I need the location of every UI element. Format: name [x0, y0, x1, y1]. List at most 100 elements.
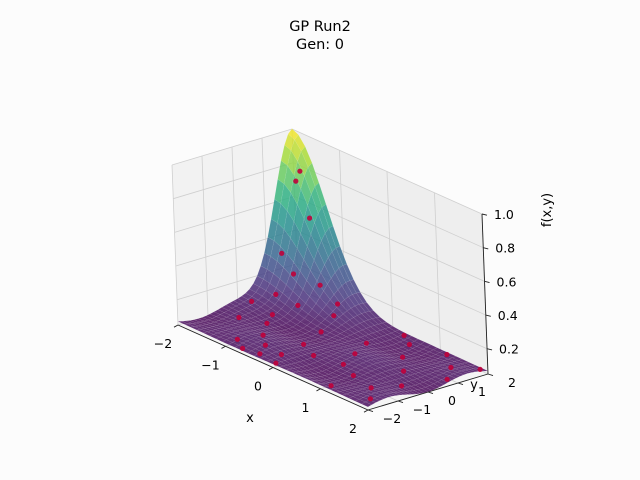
y-axis-label: y: [470, 378, 478, 393]
sample-point: [350, 372, 356, 379]
sample-point: [273, 360, 279, 366]
surface-patch: [361, 401, 373, 408]
sample-point: [290, 271, 297, 277]
y-tick-label: 1: [478, 384, 486, 399]
grid-line-side-y: [231, 146, 239, 308]
sample-point: [269, 312, 275, 318]
grid-line-back-z: [293, 162, 484, 249]
sample-point: [240, 345, 246, 351]
y-tick: [427, 391, 434, 395]
sample-point: [279, 250, 285, 256]
surface-patch: [453, 372, 465, 377]
surface-patch: [417, 388, 429, 394]
chart-subtitle: Gen: 0: [296, 37, 344, 53]
z-tick: [486, 348, 493, 351]
grid-line-back-x: [386, 171, 394, 332]
surface-patch: [413, 389, 425, 394]
sample-point: [257, 351, 263, 357]
sample-point: [328, 383, 334, 389]
z-tick-label: 0.8: [495, 241, 515, 256]
grid-line-side-y: [201, 155, 209, 317]
sample-point: [406, 341, 412, 348]
sample-point: [368, 385, 374, 391]
x-tick-label: −1: [201, 357, 219, 372]
x-tick: [221, 345, 226, 349]
sample-point: [311, 352, 317, 359]
grid-line-side-z: [171, 128, 293, 166]
sample-point: [297, 168, 303, 174]
sample-point: [307, 215, 313, 221]
x-tick: [363, 409, 369, 413]
y-tick: [487, 373, 494, 377]
x-tick-label: 0: [254, 379, 262, 394]
y-tick-label: −1: [413, 402, 431, 417]
sample-point: [260, 332, 266, 338]
x-tick-label: 2: [349, 421, 357, 436]
z-tick: [485, 314, 491, 317]
x-tick-label: −2: [154, 336, 172, 351]
y-tick-label: 0: [448, 393, 456, 408]
grid-line-side-z: [173, 162, 294, 200]
sample-point: [249, 298, 255, 304]
grid-line-back-x: [434, 192, 441, 353]
sample-point: [363, 340, 369, 346]
sample-point: [318, 329, 324, 335]
sample-point: [273, 291, 279, 297]
sample-point: [401, 332, 407, 338]
chart-title: GP Run2: [289, 19, 351, 35]
y-tick: [457, 382, 464, 386]
x-tick: [316, 388, 321, 392]
z-tick-label: 0.2: [499, 342, 519, 357]
sample-point: [293, 178, 299, 184]
sample-point: [367, 396, 373, 402]
x-axis-label: x: [246, 411, 254, 426]
y-tick: [397, 400, 404, 404]
surface-patch: [425, 385, 437, 391]
z-tick-label: 0.6: [497, 274, 517, 289]
grid-line-side-y: [171, 164, 179, 326]
sample-point: [331, 313, 337, 319]
sample-point: [448, 364, 454, 371]
z-tick-label: 0.4: [498, 308, 518, 323]
x-tick-label: 1: [302, 400, 310, 415]
surface-patch: [373, 396, 385, 401]
z-tick-label: 1.0: [494, 207, 514, 222]
sample-point: [401, 368, 407, 374]
sample-point: [444, 376, 450, 382]
y-tick: [367, 409, 374, 413]
sample-point: [399, 383, 405, 389]
z-axis-label: f(x,y): [540, 193, 555, 227]
sample-point: [262, 342, 268, 348]
surface-patch: [376, 394, 389, 400]
surface-patch: [449, 373, 461, 379]
sample-point: [236, 314, 242, 321]
y-tick-label: 2: [508, 375, 516, 390]
sample-point: [477, 366, 483, 372]
sample-point: [352, 351, 358, 357]
sample-point: [317, 282, 323, 288]
surface-patch: [445, 375, 457, 381]
sample-point: [278, 351, 284, 358]
z-tick: [483, 247, 489, 250]
grid-line-back-z: [291, 128, 483, 215]
sample-points: [234, 168, 483, 402]
z-axis-line: [481, 213, 489, 375]
axis-ticks: −2 −1 0 1 2 −2 −1 0 1 2 0.2 0.4 0.6 0.8 1.0: [154, 207, 519, 436]
surface-patch: [388, 392, 401, 396]
sample-point: [264, 320, 270, 326]
sample-point: [340, 361, 346, 367]
sample-point: [301, 341, 307, 347]
x-tick: [268, 367, 274, 371]
sample-point: [400, 354, 406, 360]
y-tick-label: −2: [383, 411, 401, 426]
surface-plot: [177, 128, 488, 408]
sample-point: [295, 302, 301, 308]
surface-patch: [393, 391, 404, 396]
z-tick: [481, 213, 488, 216]
sample-point: [335, 301, 341, 307]
surface-patch: [456, 370, 469, 375]
z-tick: [484, 280, 490, 284]
sample-point: [234, 336, 240, 342]
x-tick: [173, 324, 179, 328]
